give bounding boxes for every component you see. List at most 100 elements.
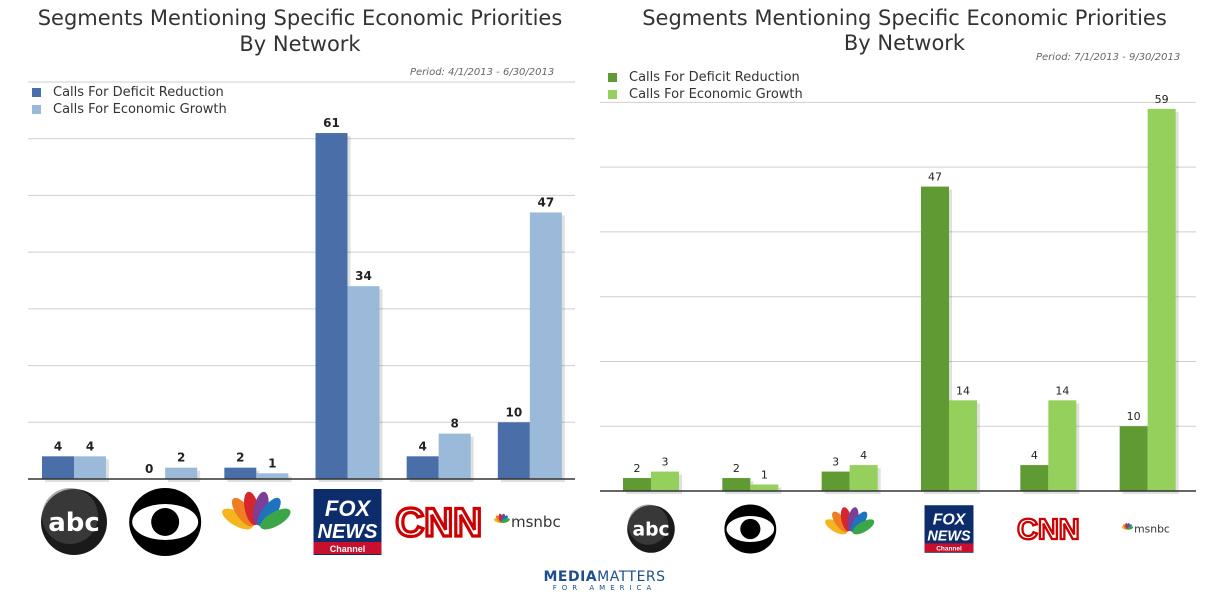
bar-growth-3 xyxy=(347,286,380,479)
legend-label: Calls For Economic Growth xyxy=(53,102,227,117)
data-label: 4 xyxy=(418,439,426,453)
cnn-logo-text: CNN xyxy=(1017,514,1079,546)
data-label: 0 xyxy=(145,462,153,476)
fox-logo-band xyxy=(924,543,974,553)
bar-deficit-4 xyxy=(406,456,439,479)
nbc-peacock-body xyxy=(250,526,263,536)
bar-deficit-0 xyxy=(42,456,74,479)
chart-panel-q2: Segments Mentioning Specific Economic Pr… xyxy=(0,0,600,560)
chart-panel-q3: Segments Mentioning Specific Economic Pr… xyxy=(600,0,1209,560)
network-logo-cbs xyxy=(129,488,202,556)
bar-deficit-3 xyxy=(315,133,348,480)
data-label: 10 xyxy=(505,405,522,419)
bar-deficit-2 xyxy=(224,467,257,479)
cbs-eye-pupil xyxy=(740,518,761,540)
logo-subtext: FOR AMERICA xyxy=(552,584,657,592)
data-label: 1 xyxy=(268,456,276,470)
legend-item-growth: Calls For Economic Growth xyxy=(608,86,803,103)
chart-subtitle: By Network xyxy=(843,31,966,55)
bar-deficit-0 xyxy=(623,478,651,491)
period-label: Period: 4/1/2013 - 6/30/2013 xyxy=(410,67,555,78)
fox-logo-word-1: FOX xyxy=(933,512,967,529)
data-label: 4 xyxy=(86,439,94,453)
data-label: 10 xyxy=(1127,410,1141,423)
data-label: 2 xyxy=(177,451,185,465)
msnbc-logo-text: msnbc xyxy=(1134,523,1170,536)
nbc-feather xyxy=(260,508,291,530)
fox-logo-word-1: FOX xyxy=(325,496,372,521)
data-label: 34 xyxy=(355,269,372,283)
legend-swatch xyxy=(32,105,41,114)
bar-growth-4 xyxy=(438,433,471,479)
nbc-feather xyxy=(825,519,847,535)
msnbc-feather xyxy=(1127,526,1134,530)
abc-logo-text: abc xyxy=(632,519,669,540)
msnbc-logo-text: msnbc xyxy=(511,513,561,531)
legend-item-growth: Calls For Economic Growth xyxy=(32,101,227,118)
logo-text-media: MEDIA xyxy=(543,569,598,585)
bar-growth-5 xyxy=(529,212,562,479)
fox-logo-word-3: Channel xyxy=(330,544,366,554)
data-label: 14 xyxy=(956,384,970,397)
network-logo-cnn: CNN xyxy=(1016,513,1081,547)
bar-deficit-2 xyxy=(821,471,850,491)
abc-logo-shine xyxy=(42,488,98,544)
legend-item-deficit: Calls For Deficit Reduction xyxy=(32,84,227,101)
data-label: 2 xyxy=(634,462,641,475)
network-logo-cnn: CNN xyxy=(394,499,484,546)
legend-swatch xyxy=(32,88,41,97)
nbc-feather xyxy=(257,497,281,527)
data-label: 4 xyxy=(54,439,62,453)
bar-growth-1 xyxy=(750,484,779,491)
period-label: Period: 7/1/2013 - 9/30/2013 xyxy=(1036,52,1181,63)
network-logo-msnbc: msnbc xyxy=(1121,523,1170,536)
chart-title: Segments Mentioning Specific Economic Pr… xyxy=(37,6,563,30)
bar-deficit-5 xyxy=(1119,426,1148,491)
legend-label: Calls For Deficit Reduction xyxy=(629,70,800,85)
data-label: 59 xyxy=(1155,93,1169,106)
nbc-feather xyxy=(852,519,875,535)
legend-item-deficit: Calls For Deficit Reduction xyxy=(608,69,803,86)
data-label: 2 xyxy=(236,451,244,465)
fox-logo-word-2: NEWS xyxy=(927,529,971,545)
media-matters-logo: MEDIAMATTERS FOR AMERICA xyxy=(0,569,1209,592)
legend-swatch xyxy=(608,73,617,82)
abc-logo-text: abc xyxy=(48,508,100,538)
data-label: 4 xyxy=(1031,449,1038,462)
bar-growth-3 xyxy=(949,400,977,491)
bar-growth-5 xyxy=(1147,108,1176,491)
legend-swatch xyxy=(608,90,617,99)
bar-deficit-3 xyxy=(921,186,949,492)
network-logo-abc: abc xyxy=(41,488,107,555)
bar-deficit-4 xyxy=(1020,465,1049,491)
network-logo-cbs xyxy=(724,504,777,554)
data-label: 3 xyxy=(832,456,839,469)
data-label: 47 xyxy=(537,195,554,209)
network-logo-nbc xyxy=(825,507,875,540)
bar-growth-2 xyxy=(256,473,289,479)
network-logo-msnbc: msnbc xyxy=(493,513,561,531)
data-label: 8 xyxy=(450,417,458,431)
chart-title: Segments Mentioning Specific Economic Pr… xyxy=(642,6,1167,30)
legend: Calls For Deficit Reduction Calls For Ec… xyxy=(608,69,803,103)
logo-text-matters: MATTERS xyxy=(597,569,666,585)
fox-logo-band xyxy=(313,542,382,554)
fox-logo-word-2: NEWS xyxy=(318,521,379,543)
bar-deficit-5 xyxy=(497,422,530,479)
data-label: 4 xyxy=(860,449,867,462)
data-label: 1 xyxy=(761,469,768,482)
legend-label: Calls For Deficit Reduction xyxy=(53,85,224,100)
network-logo-nbc xyxy=(222,491,291,536)
data-label: 47 xyxy=(928,171,942,184)
nbc-feather xyxy=(222,508,253,530)
cbs-eye-pupil xyxy=(151,508,180,536)
bar-growth-1 xyxy=(165,467,198,479)
abc-logo-shine xyxy=(627,504,669,545)
data-label: 3 xyxy=(662,456,669,469)
bar-deficit-1 xyxy=(722,478,751,491)
msnbc-feather xyxy=(501,518,510,524)
data-label: 61 xyxy=(323,116,340,130)
